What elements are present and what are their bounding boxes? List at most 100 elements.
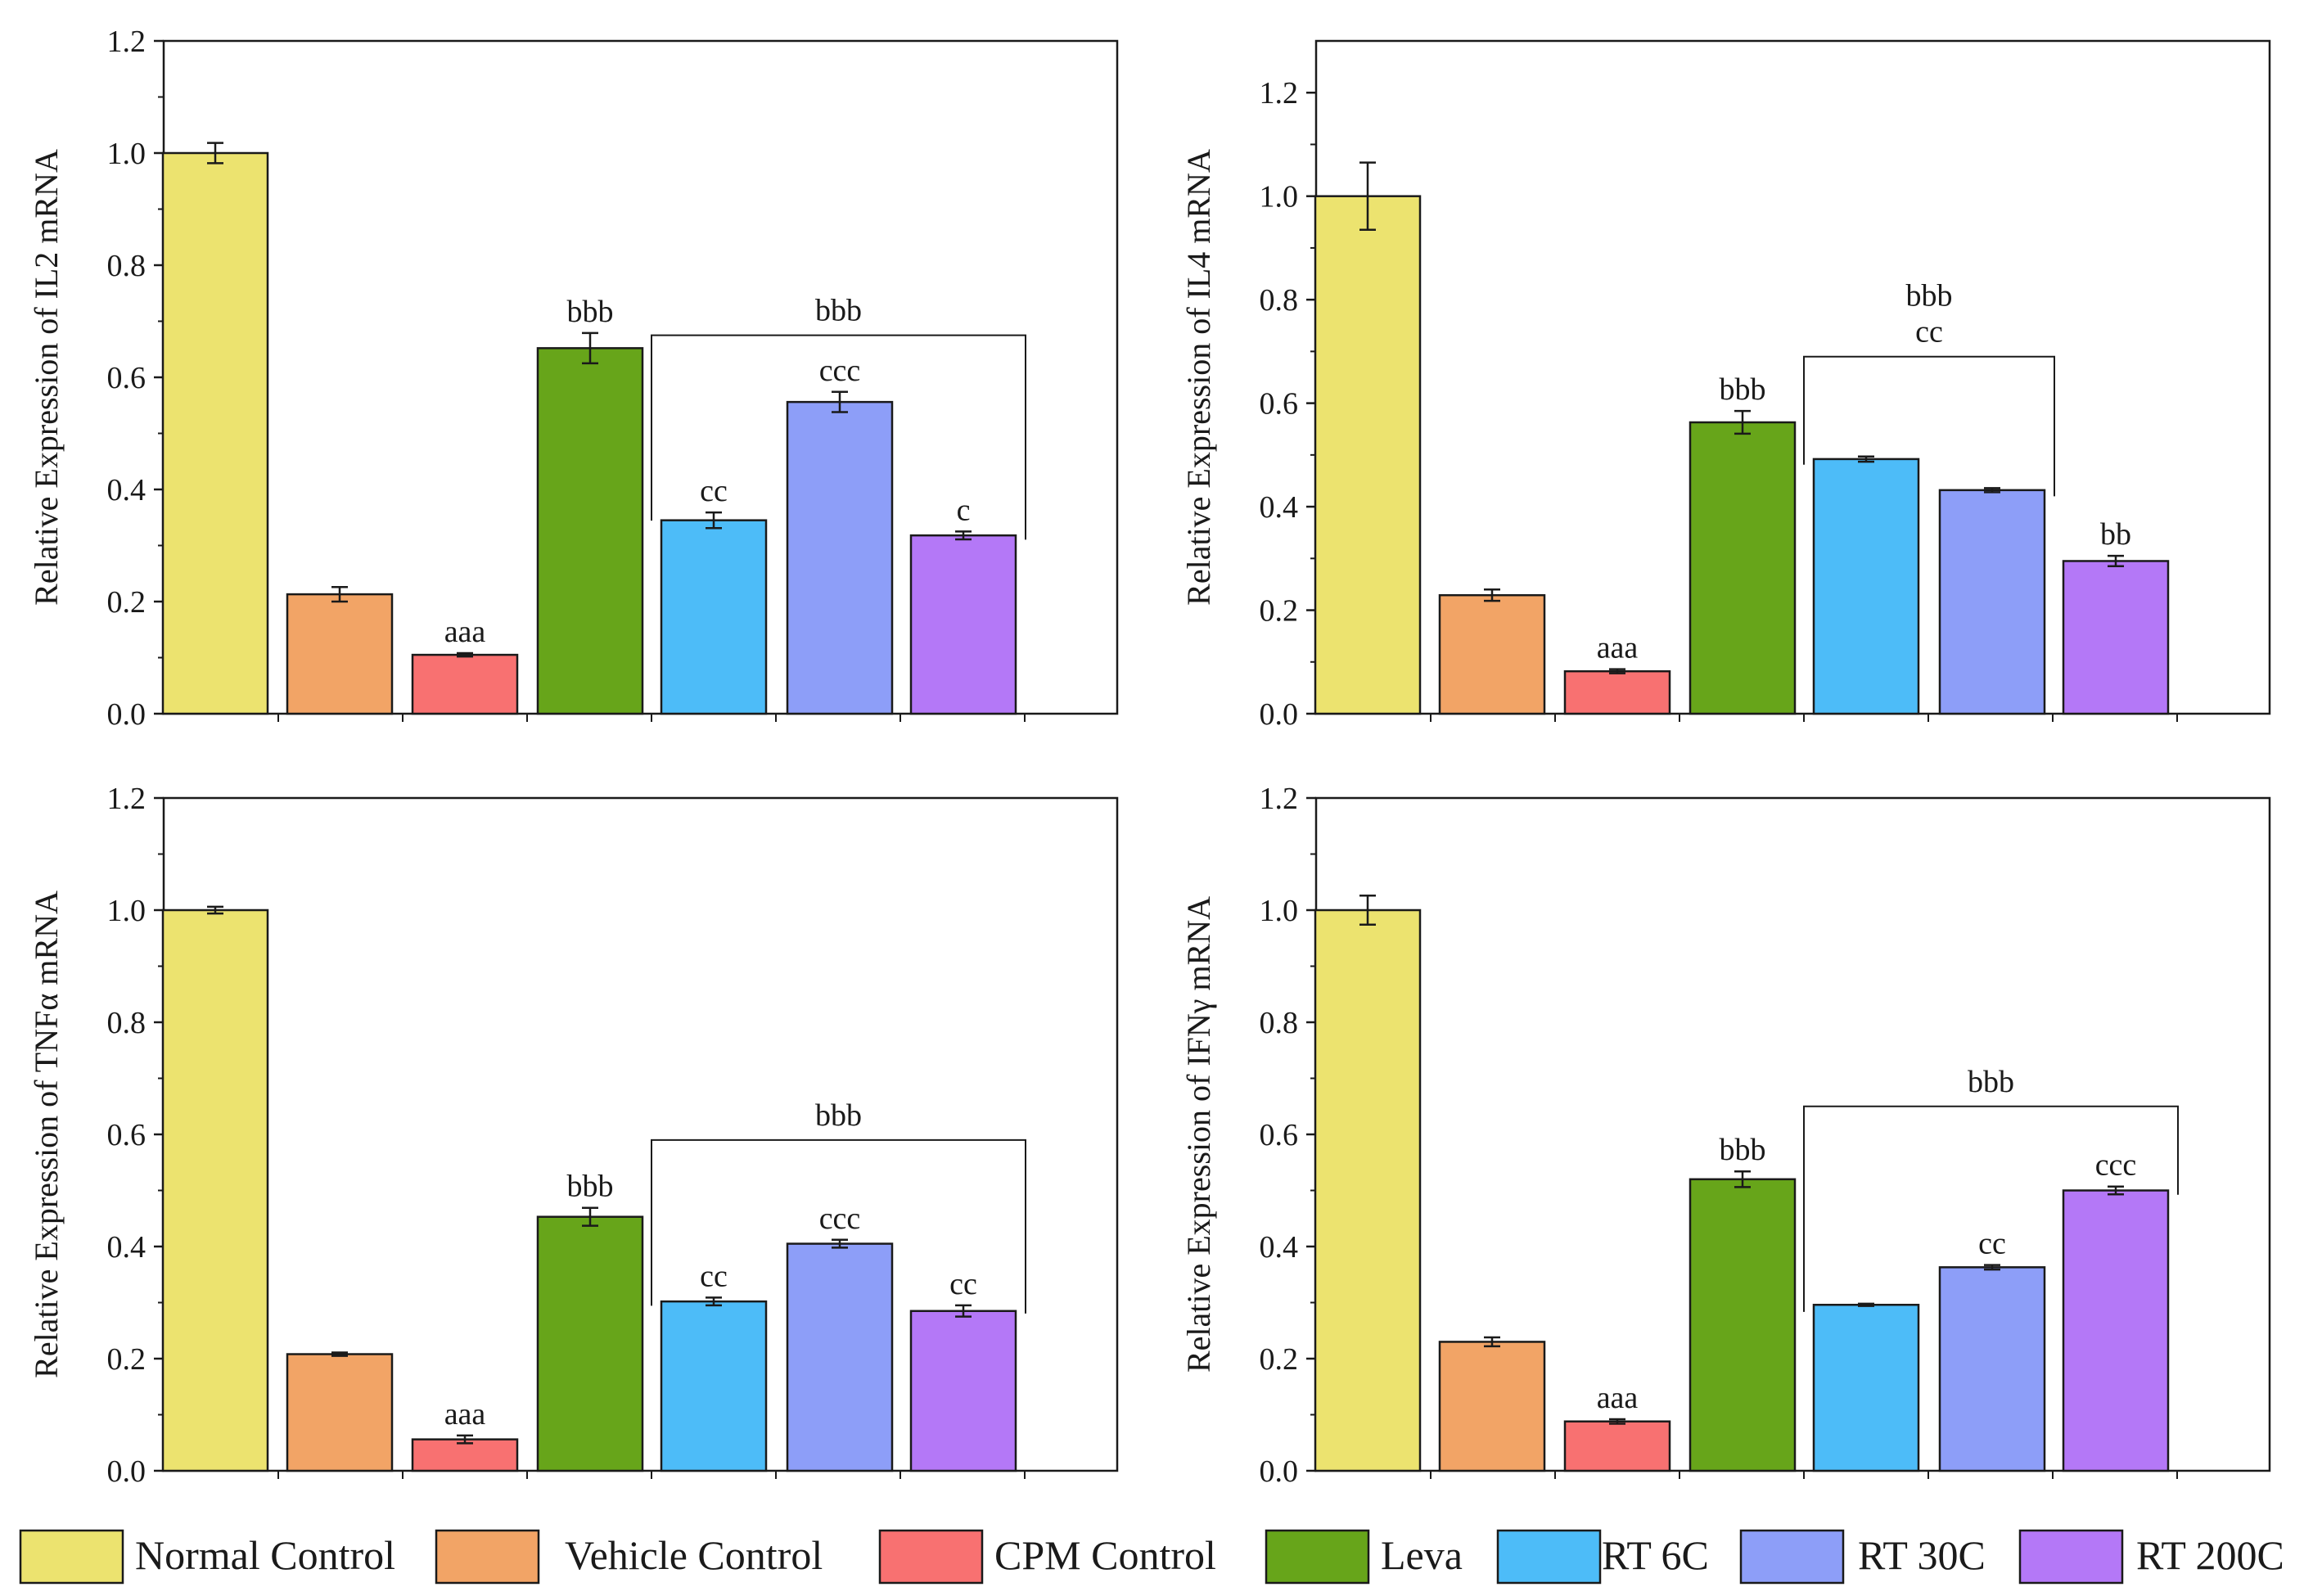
legend-label: RT 200C: [2136, 1532, 2284, 1578]
y-tick-label: 0.8: [1260, 1006, 1299, 1040]
y-axis-label: Relative Expression of IL2 mRNA: [28, 149, 65, 606]
bar-leva: [536, 1215, 644, 1472]
legend-swatch: [19, 1529, 124, 1585]
bracket-label: bbb: [815, 1098, 862, 1133]
significance-label: bbb: [1720, 1133, 1766, 1167]
chart-panel-3: 0.0 0.2 0.4 0.6 0.8 1.0 1.2 Relative Expression…: [28, 782, 1119, 1489]
y-tick-label: 0.4: [107, 1230, 147, 1265]
y-tick-label: 1.2: [107, 782, 147, 816]
legend-item-cpm-control: CPM Control: [878, 1529, 1216, 1585]
significance-label: aaa: [444, 615, 486, 649]
y-tick-label: 1.2: [1260, 782, 1299, 816]
chart-panel-4: 0.0 0.2 0.4 0.6 0.8 1.0 1.2 Relative Expression…: [1180, 782, 2271, 1489]
y-tick-label: 0.6: [1260, 387, 1299, 422]
y-tick-label: 1.0: [1260, 894, 1299, 928]
significance-bracket: [651, 334, 1026, 540]
y-tick-label: 0.0: [1260, 1454, 1299, 1489]
bar-leva: [536, 347, 644, 715]
y-axis-label: Relative Expression of IFNγ mRNA: [1180, 896, 1217, 1373]
legend-label: RT 30C: [1858, 1532, 1986, 1578]
y-tick-label: 0.2: [1260, 1342, 1299, 1377]
bar-leva: [1689, 421, 1797, 715]
y-tick-label: 0.6: [107, 1118, 147, 1152]
legend-label: Vehicle Control: [565, 1532, 823, 1578]
legend-label: Normal Control: [135, 1532, 395, 1578]
bar-normal-control: [1314, 908, 1422, 1472]
significance-label: bbb: [567, 1170, 614, 1204]
bar-leva: [1689, 1178, 1797, 1472]
bar-rt-200c: [2062, 1189, 2170, 1472]
significance-label: ccc: [819, 1202, 861, 1236]
y-tick-label: 0.4: [107, 473, 147, 507]
y-tick-label: 0.0: [107, 1454, 147, 1489]
y-tick-label: 0.4: [1260, 490, 1299, 525]
bar-cpm-control: [411, 1438, 519, 1472]
bar-rt-30c: [786, 400, 894, 715]
legend-item-rt-30c: RT 30C: [1739, 1529, 1986, 1585]
bar-cpm-control: [1563, 670, 1671, 715]
y-tick-label: 1.2: [1260, 76, 1299, 110]
y-tick-label: 1.0: [1260, 180, 1299, 214]
bracket-label-2: cc: [1915, 315, 1943, 349]
bar-cpm-control: [411, 653, 519, 715]
significance-label: c: [957, 493, 971, 527]
bar-vehicle-control: [286, 593, 394, 715]
legend-item-normal-control: Normal Control: [19, 1529, 395, 1585]
significance-label: aaa: [1597, 631, 1639, 665]
bracket-label: bbb: [815, 294, 862, 328]
y-tick-label: 0.8: [1260, 283, 1299, 318]
y-tick-label: 0.2: [1260, 594, 1299, 629]
legend-label: CPM Control: [994, 1532, 1216, 1578]
bar-normal-control: [161, 908, 269, 1472]
legend-item-rt-6c: RT 6C: [1496, 1529, 1709, 1585]
significance-label: ccc: [2095, 1148, 2137, 1183]
significance-label: cc: [700, 474, 728, 508]
legend-swatch: [1265, 1529, 1370, 1585]
significance-label: bbb: [1720, 372, 1766, 407]
y-tick-label: 0.8: [107, 249, 147, 283]
bar-vehicle-control: [286, 1353, 394, 1472]
significance-label: cc: [700, 1259, 728, 1293]
y-tick-label: 0.2: [107, 1342, 147, 1377]
legend-swatch: [1496, 1529, 1602, 1585]
legend-item-rt-200c: RT 200C: [2018, 1529, 2284, 1585]
significance-label: bbb: [567, 295, 614, 329]
legend-item-vehicle-control: Vehicle Control: [435, 1529, 823, 1585]
bar-normal-control: [161, 151, 269, 715]
y-tick-label: 0.6: [1260, 1118, 1299, 1152]
bar-rt-6c: [660, 1300, 768, 1472]
significance-bracket: [651, 1138, 1026, 1314]
bar-rt-30c: [786, 1242, 894, 1472]
significance-label: ccc: [819, 354, 861, 388]
significance-bracket: [1803, 1105, 2179, 1312]
bar-rt-200c: [909, 1310, 1017, 1472]
bar-rt-6c: [660, 519, 768, 715]
legend-label: RT 6C: [1602, 1532, 1709, 1578]
chart-panel-1: 0.0 0.2 0.4 0.6 0.8 1.0 1.2 Relative Expression…: [28, 25, 1119, 732]
significance-label: cc: [949, 1267, 977, 1301]
y-tick-label: 0.4: [1260, 1230, 1299, 1265]
significance-label: cc: [1978, 1227, 2006, 1261]
bar-vehicle-control: [1438, 593, 1546, 715]
bar-rt-30c: [1938, 1266, 2046, 1472]
legend-swatch: [878, 1529, 984, 1585]
bar-vehicle-control: [1438, 1341, 1546, 1472]
y-axis-label: Relative Expression of IL4 mRNA: [1180, 149, 1217, 606]
significance-label: aaa: [444, 1397, 486, 1431]
y-tick-label: 0.8: [107, 1006, 147, 1040]
significance-label: aaa: [1597, 1381, 1639, 1415]
significance-label: bb: [2100, 517, 2131, 552]
bracket-label: bbb: [1906, 279, 1953, 313]
y-tick-label: 0.0: [107, 697, 147, 732]
bar-rt-200c: [2062, 560, 2170, 715]
bar-rt-6c: [1812, 1303, 1920, 1472]
legend: Normal Control Vehicle Control CPM Control…: [19, 1529, 2284, 1585]
bar-rt-200c: [909, 534, 1017, 715]
bar-rt-6c: [1812, 458, 1920, 715]
bracket-label: bbb: [1968, 1065, 2014, 1099]
chart-panel-2: 0.0 0.2 0.4 0.6 0.8 1.0 1.2 Relative Expression…: [1180, 39, 2271, 732]
legend-swatch: [1739, 1529, 1845, 1585]
bar-cpm-control: [1563, 1420, 1671, 1472]
y-tick-label: 0.6: [107, 361, 147, 395]
